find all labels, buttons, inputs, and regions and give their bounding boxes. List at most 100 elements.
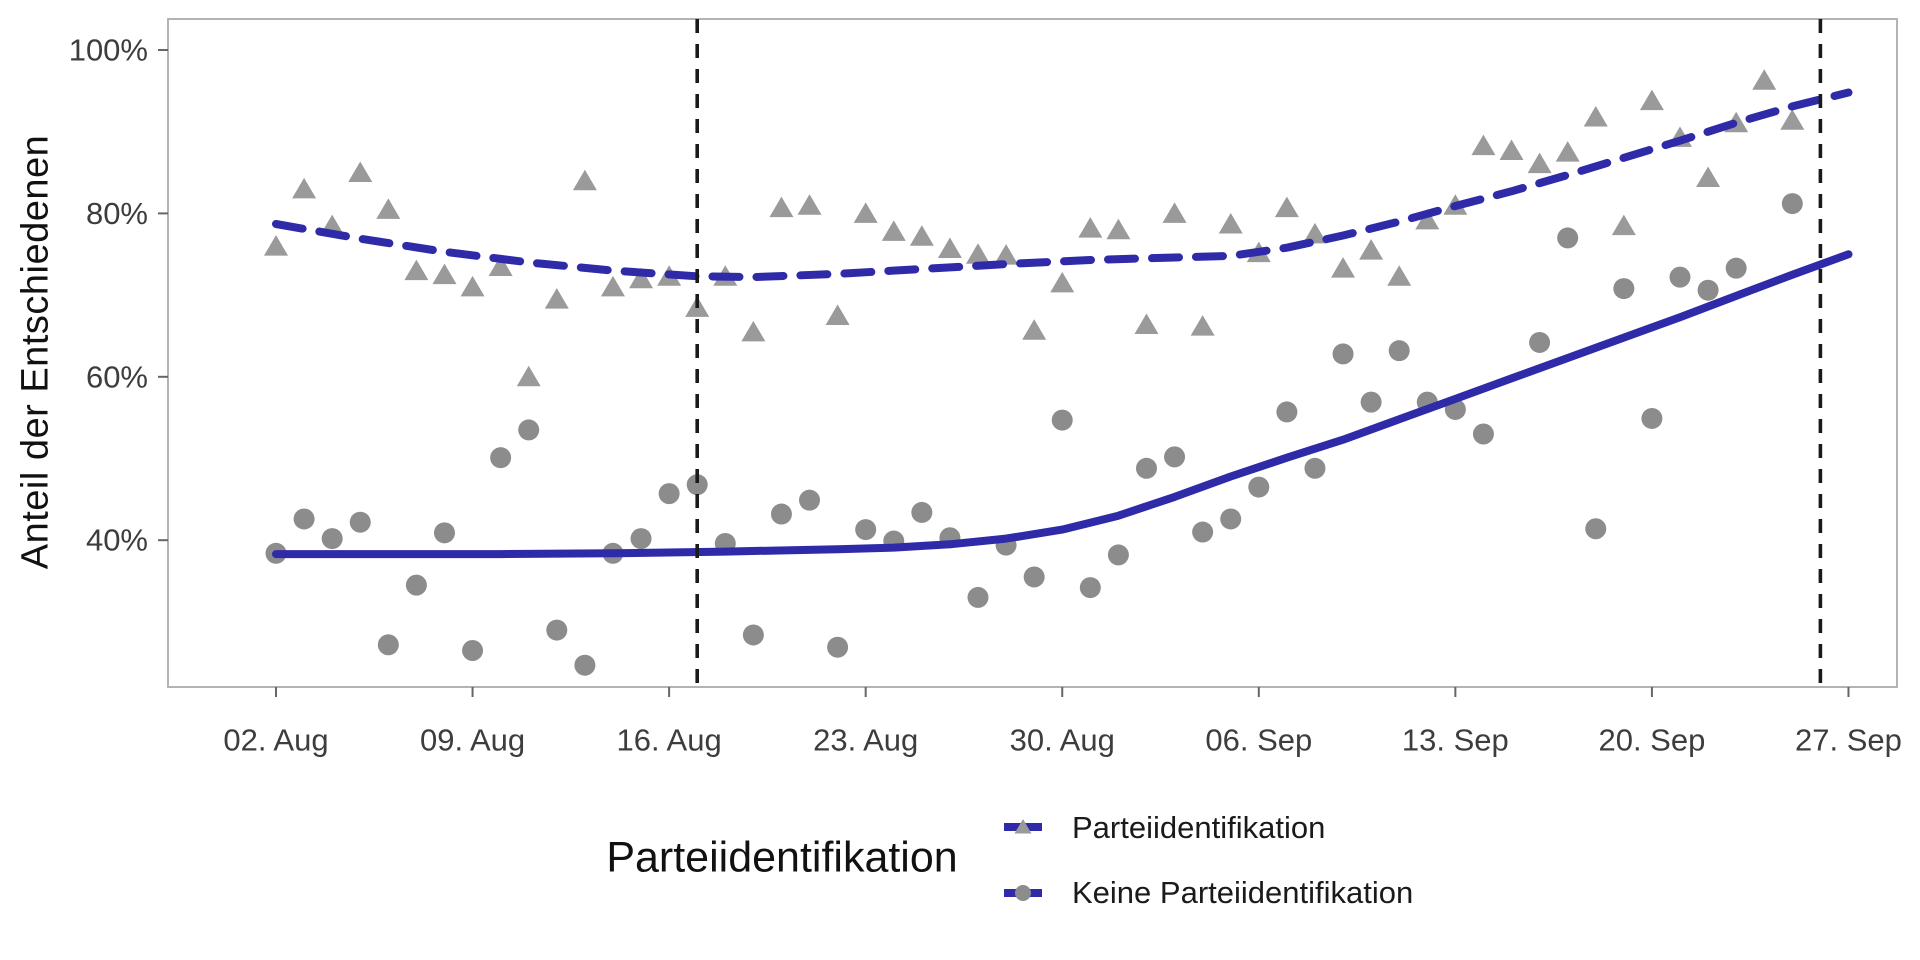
x-axis-tick-label: 16. Aug — [617, 723, 722, 758]
data-point-circle — [770, 503, 792, 525]
y-axis-tick-label: 100% — [69, 33, 148, 68]
data-point-triangle — [1331, 257, 1356, 278]
x-axis-tick-label: 30. Aug — [1010, 723, 1115, 758]
data-point-triangle — [769, 196, 794, 218]
data-point-triangle — [1302, 222, 1327, 244]
x-axis-tick-label: 09. Aug — [420, 723, 525, 758]
data-point-triangle — [909, 225, 934, 246]
data-point-circle — [630, 528, 652, 550]
data-point-circle — [1192, 521, 1214, 543]
data-point-triangle — [404, 259, 429, 281]
data-point-circle — [1781, 193, 1803, 215]
data-point-circle — [827, 636, 849, 658]
data-point-circle — [490, 447, 512, 469]
data-point-circle — [546, 619, 568, 641]
x-axis-tick-label: 27. Sep — [1795, 723, 1902, 758]
y-axis-tick-label: 80% — [86, 196, 148, 231]
data-point-circle — [1079, 577, 1101, 599]
data-point-triangle — [1359, 239, 1384, 260]
legend-item-keine-parteiidentifikation: Keine Parteiidentifikation — [1072, 875, 1414, 910]
data-point-circle — [1304, 457, 1326, 479]
data-point-triangle — [376, 198, 401, 219]
data-point-circle — [967, 586, 989, 608]
data-point-triangle — [741, 320, 766, 342]
data-point-triangle — [1134, 313, 1159, 335]
x-axis-tick-label: 20. Sep — [1598, 723, 1705, 758]
legend-item-parteiidentifikation: Parteiidentifikation — [1072, 810, 1326, 845]
data-point-triangle — [1190, 315, 1215, 336]
data-point-triangle — [853, 202, 878, 223]
data-point-circle — [1248, 476, 1270, 498]
data-point-triangle — [264, 235, 288, 256]
data-point-circle — [855, 519, 877, 541]
data-point-circle — [1107, 544, 1129, 566]
data-point-circle — [293, 508, 315, 530]
data-point-triangle — [1274, 196, 1299, 218]
y-axis-tick-label: 60% — [86, 359, 148, 394]
data-point-circle — [1135, 457, 1157, 479]
data-point-triangle — [1218, 213, 1243, 234]
data-point-triangle — [348, 161, 373, 183]
data-point-circle — [1529, 331, 1551, 353]
legend-key-circle-icon — [1015, 885, 1031, 901]
data-point-triangle — [881, 220, 906, 241]
data-point-triangle — [797, 194, 822, 215]
data-point-circle — [1332, 343, 1354, 365]
data-point-triangle — [1696, 166, 1721, 187]
data-point-triangle — [544, 288, 569, 309]
data-point-circle — [1388, 340, 1410, 362]
data-point-circle — [799, 489, 821, 511]
data-point-triangle — [994, 244, 1019, 265]
data-point-circle — [321, 528, 343, 550]
data-point-circle — [377, 634, 399, 656]
data-point-circle — [1220, 508, 1242, 530]
data-point-triangle — [1499, 139, 1524, 160]
data-point-circle — [686, 474, 708, 496]
data-point-circle — [1051, 409, 1073, 431]
data-point-triangle — [516, 365, 541, 387]
data-point-circle — [1725, 257, 1747, 279]
data-point-triangle — [1639, 89, 1664, 111]
data-point-triangle — [1752, 69, 1777, 90]
data-point-triangle — [488, 255, 513, 277]
plot-panel-border — [167, 18, 1898, 688]
data-point-circle — [518, 419, 540, 441]
trend-line-keine-parteiidentifikation — [272, 250, 1853, 559]
data-point-circle — [911, 501, 933, 523]
data-point-triangle — [1583, 105, 1608, 127]
data-point-circle — [1164, 446, 1186, 468]
trend-line-parteiidentifikation — [272, 88, 1853, 282]
data-point-triangle — [1611, 214, 1636, 236]
data-point-circle — [1557, 227, 1579, 249]
data-point-triangle — [825, 304, 850, 326]
data-point-triangle — [460, 275, 485, 297]
x-axis-tick-label: 06. Sep — [1205, 723, 1312, 758]
data-point-triangle — [1162, 202, 1187, 223]
data-point-circle — [405, 574, 427, 596]
data-point-triangle — [1050, 271, 1075, 293]
data-point-triangle — [1555, 141, 1580, 162]
data-point-circle — [349, 511, 371, 533]
legend-key-triangle-icon — [1014, 819, 1032, 834]
data-point-circle — [1472, 423, 1494, 445]
data-point-circle — [574, 654, 596, 676]
data-point-triangle — [432, 263, 457, 285]
data-point-triangle — [1078, 217, 1103, 238]
data-point-circle — [1023, 566, 1045, 588]
data-point-triangle — [1471, 134, 1496, 156]
data-point-triangle — [1022, 319, 1047, 340]
data-point-circle — [1360, 391, 1382, 413]
data-point-triangle — [1780, 109, 1805, 130]
data-point-triangle — [1527, 152, 1552, 174]
y-axis-title: Anteil der Entschiedenen — [14, 134, 57, 570]
data-point-triangle — [937, 237, 962, 259]
data-point-circle — [1585, 518, 1607, 540]
data-point-triangle — [629, 267, 654, 289]
data-point-circle — [1613, 278, 1635, 300]
data-point-triangle — [1106, 218, 1131, 240]
data-point-circle — [658, 483, 680, 505]
x-axis-tick-label: 23. Aug — [813, 723, 918, 758]
y-axis-tick-label: 40% — [86, 523, 148, 558]
